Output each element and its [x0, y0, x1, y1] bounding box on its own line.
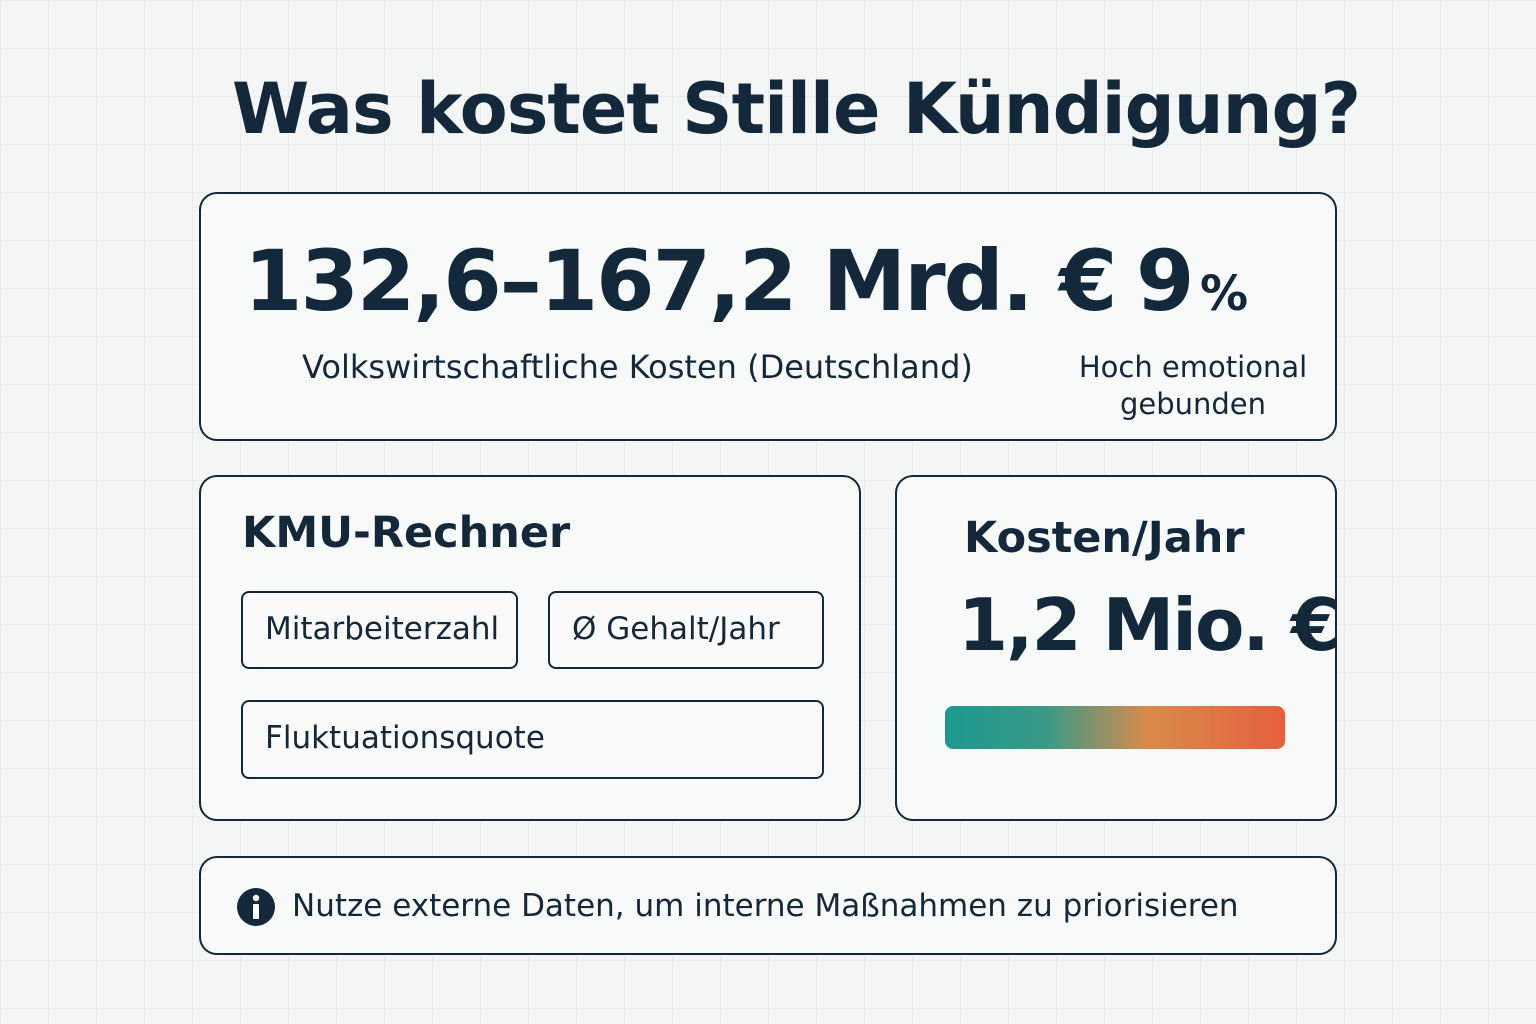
- page-title: Was kostet Stille Kündigung?: [232, 68, 1361, 150]
- input-field[interactable]: Fluktuationsquote: [241, 700, 824, 779]
- result-title: Kosten/Jahr: [964, 513, 1245, 563]
- calculator-title: KMU-Rechner: [242, 508, 571, 558]
- cost-range: 132,6–167,2 Mrd. €: [244, 232, 1117, 330]
- footer-card: [199, 856, 1337, 955]
- input-field[interactable]: Mitarbeiterzahl: [241, 591, 518, 669]
- result-value: 1,2 Mio. €: [958, 583, 1341, 667]
- summary-card: [199, 192, 1337, 441]
- footer-note: Nutze externe Daten, um interne Maßnahme…: [292, 888, 1239, 924]
- cost-gradient-bar: [945, 706, 1285, 749]
- share-unit: %: [1200, 266, 1249, 322]
- share-number: 9: [1136, 232, 1195, 330]
- result-card: [895, 475, 1337, 821]
- share-label: Hoch emotional: [1078, 350, 1308, 384]
- share-label: gebunden: [1119, 387, 1267, 421]
- input-field[interactable]: Ø Gehalt/Jahr: [548, 591, 824, 669]
- cost-label: Volkswirtschaftliche Kosten (Deutschland…: [302, 348, 973, 386]
- info-icon: [237, 888, 275, 926]
